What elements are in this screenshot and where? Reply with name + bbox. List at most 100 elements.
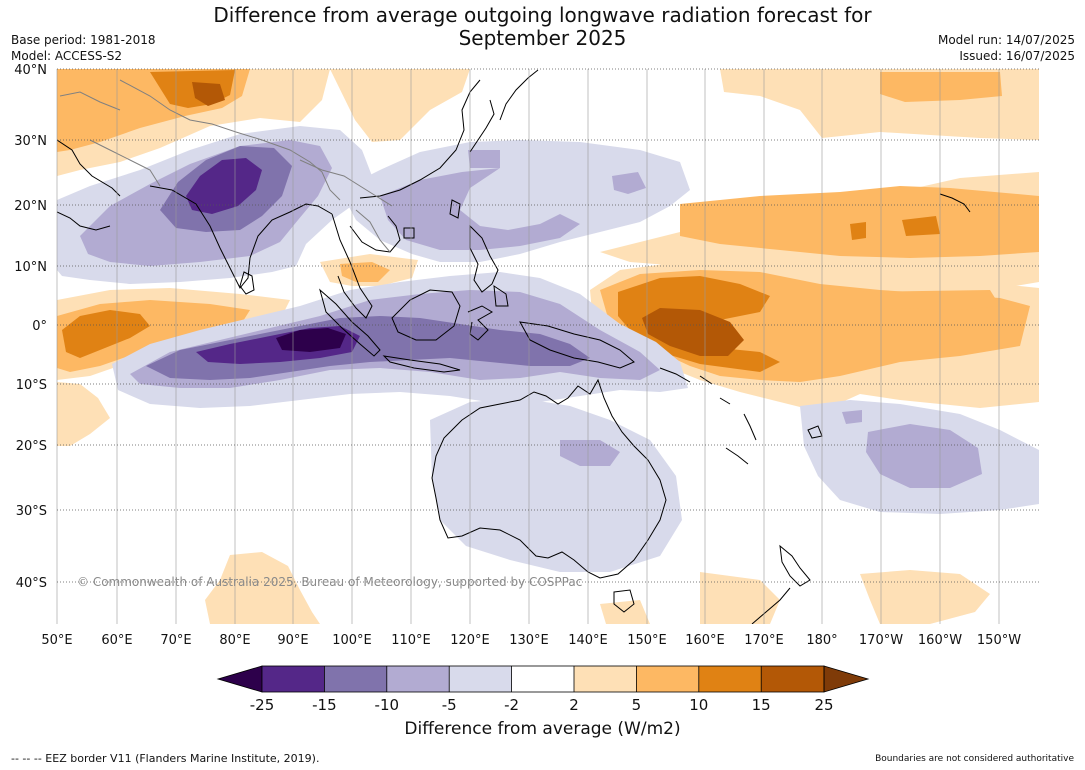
border-line	[119, 79, 341, 201]
coastline	[382, 355, 461, 373]
anomaly-region	[330, 69, 470, 142]
coastline	[449, 199, 461, 219]
meta-right: Model run: 14/07/2025 Issued: 16/07/2025	[938, 32, 1075, 64]
coastline	[469, 99, 495, 153]
colorbar-tick: 2	[569, 696, 579, 714]
colorbar-frame	[261, 665, 825, 693]
coastline	[359, 79, 481, 199]
colorbar-arrow-low	[216, 665, 263, 693]
colorbar-tick: 10	[689, 696, 708, 714]
anomaly-region	[276, 328, 346, 352]
gridlines	[56, 69, 1000, 624]
lon-label: 60°E	[101, 633, 132, 648]
country-borders	[59, 79, 393, 253]
meta-left: Base period: 1981-2018 Model: ACCESS-S2	[11, 32, 156, 64]
lon-label: 70°E	[160, 633, 191, 648]
lat-label: 10°N	[14, 260, 47, 275]
anomaly-region	[860, 570, 990, 624]
anomaly-region	[680, 186, 1039, 258]
lon-label: 90°E	[277, 633, 308, 648]
longitude-labels: 50°E 60°E 70°E 80°E 90°E 100°E 110°E 120…	[41, 633, 1021, 648]
anomaly-region	[820, 378, 850, 396]
colorbar-arrow-high	[823, 665, 870, 693]
title-line-1: Difference from average outgoing longwav…	[213, 3, 872, 27]
lon-label: 160°W	[918, 633, 962, 648]
coastline	[469, 224, 499, 293]
coastline	[391, 289, 461, 341]
lon-label: 160°E	[685, 633, 725, 648]
lon-label: 170°W	[859, 633, 903, 648]
colorbar-tick: 5	[632, 696, 642, 714]
anomaly-region	[700, 572, 780, 624]
colorbar: -25 -15 -10 -5 -2 2 5 10 15 25	[216, 665, 870, 714]
lon-label: 100°E	[332, 633, 372, 648]
anomaly-region	[842, 410, 862, 424]
anomaly-region	[380, 168, 580, 250]
colorbar-dividers	[323, 666, 762, 692]
anomaly-region	[340, 262, 390, 282]
colorbar-swatch	[386, 666, 450, 692]
border-line	[89, 139, 161, 187]
lat-label: 40°N	[14, 63, 47, 78]
boundaries-note: Boundaries are not considered authoritat…	[875, 754, 1074, 764]
latitude-labels: 40°N 30°N 20°N 10°N 0° 10°S 20°S 30°S 40…	[14, 63, 47, 591]
coastline	[725, 447, 749, 465]
lon-label: 130°E	[509, 633, 549, 648]
coastline	[431, 378, 667, 579]
coastline	[939, 193, 971, 213]
anomaly-region	[860, 290, 1000, 310]
colorbar-ticks: -25 -15 -10 -5 -2 2 5 10 15 25	[250, 696, 834, 714]
coastline	[149, 185, 333, 289]
lat-label: 30°N	[14, 134, 47, 149]
base-period: Base period: 1981-2018	[11, 33, 156, 47]
coastline	[613, 589, 635, 613]
colorbar-tick: 25	[814, 696, 833, 714]
lon-label: 50°E	[41, 633, 72, 648]
lon-label: 110°E	[391, 633, 431, 648]
colorbar-swatch	[511, 666, 574, 692]
colorbar-swatch	[449, 666, 512, 692]
lat-label: 20°S	[16, 439, 47, 454]
lon-label: 140°E	[568, 633, 608, 648]
anomaly-region	[192, 82, 225, 106]
coastline	[519, 321, 635, 369]
coastline	[499, 69, 539, 121]
lon-label: 80°E	[219, 633, 250, 648]
anomaly-region	[850, 222, 866, 240]
lon-label: 170°E	[744, 633, 784, 648]
lon-label: 120°E	[450, 633, 490, 648]
coastline	[319, 288, 381, 357]
title-line-2: September 2025	[458, 26, 627, 50]
anomaly-region	[880, 72, 1002, 102]
colorbar-tick: 15	[752, 696, 771, 714]
forecast-field	[57, 69, 1039, 624]
lat-label: 20°N	[14, 199, 47, 214]
colorbar-swatch	[262, 666, 325, 692]
anomaly-region	[600, 600, 650, 624]
lon-label: 150°E	[627, 633, 667, 648]
anomaly-region	[57, 382, 110, 446]
anomaly-region	[205, 552, 320, 624]
coastline	[239, 271, 255, 295]
colorbar-swatch	[698, 666, 762, 692]
model-run: Model run: 14/07/2025	[937, 33, 1075, 47]
coastline	[659, 367, 731, 405]
anomaly-region	[902, 216, 940, 236]
lat-label: 30°S	[16, 504, 47, 519]
coastline	[403, 227, 415, 239]
colorbar-tick: -2	[504, 696, 519, 714]
lon-label: 180°	[806, 633, 837, 648]
colorbar-tick: -5	[442, 696, 457, 714]
colorbar-swatch	[324, 666, 387, 692]
colorbar-swatch	[761, 666, 824, 692]
coastline	[751, 587, 791, 624]
anomaly-region	[62, 310, 150, 358]
coastline	[779, 544, 811, 587]
colorbar-tick: -10	[375, 696, 400, 714]
colorbar-tick: -25	[250, 696, 275, 714]
anomaly-region	[430, 398, 682, 572]
colorbar-label: Difference from average (W/m2)	[404, 719, 681, 739]
colorbar-swatch	[636, 666, 699, 692]
map-title: Difference from average outgoing longwav…	[0, 4, 1085, 50]
